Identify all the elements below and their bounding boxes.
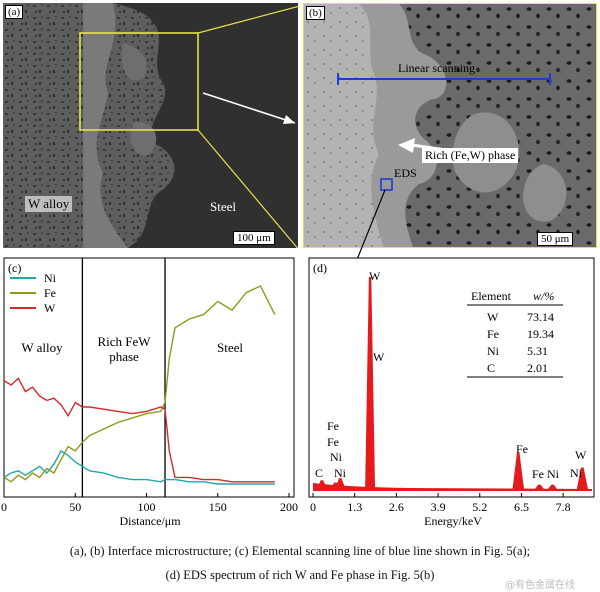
panel-b-micrograph: (b) Linear scanning Rich (Fe,W) phase ED… bbox=[303, 3, 597, 248]
series-line-fe bbox=[3, 285, 276, 483]
x-tick-label-c-0: 0 bbox=[1, 500, 7, 514]
peak-label-low_c: C bbox=[315, 466, 323, 480]
table-cell-element-2: Ni bbox=[487, 344, 500, 358]
peak-label-low_ni2: Ni bbox=[334, 466, 347, 480]
panel-d-tag: (d) bbox=[313, 261, 327, 275]
eds-label: EDS bbox=[394, 166, 417, 180]
spectrum-peak-3 bbox=[365, 277, 376, 491]
region-label-steel: Steel bbox=[217, 340, 243, 355]
scale-bar-a: 100 μm bbox=[233, 231, 275, 245]
panel-b-image bbox=[304, 4, 596, 247]
peak-label-w_84: W bbox=[575, 448, 587, 462]
table-header-element: Element bbox=[471, 289, 512, 303]
peak-label-mid_w: W bbox=[373, 350, 385, 364]
x-tick-label-d-3: 3.9 bbox=[431, 500, 446, 514]
panel-b-tag: (b) bbox=[306, 6, 325, 20]
peak-label-ni_75: Ni bbox=[547, 467, 560, 481]
x-tick-label-c-4: 200 bbox=[280, 500, 298, 514]
series-line-ni bbox=[3, 450, 275, 485]
region-label-rich-few: Rich FeW phase bbox=[97, 334, 151, 364]
x-tick-label-d-5: 6.5 bbox=[514, 500, 529, 514]
legend-label-w: W bbox=[44, 301, 56, 315]
x-tick-label-d-2: 2.6 bbox=[389, 500, 404, 514]
legend-label-ni: Ni bbox=[44, 271, 57, 285]
x-tick-label-c-2: 100 bbox=[138, 500, 156, 514]
spectrum-peak-7 bbox=[576, 467, 589, 491]
watermark: @有色金属在线 bbox=[505, 580, 575, 591]
panel-a-tag: (a) bbox=[5, 5, 24, 19]
x-tick-label-d-4: 5.2 bbox=[472, 500, 487, 514]
x-tick-label-c-3: 150 bbox=[209, 500, 227, 514]
x-tick-label-d-6: 7.8 bbox=[556, 500, 571, 514]
figure-caption-line2: (d) EDS spectrum of rich W and Fe phase … bbox=[165, 568, 435, 582]
steel-label: Steel bbox=[210, 199, 236, 214]
w-alloy-label: W alloy bbox=[25, 196, 73, 212]
spectrum-background bbox=[313, 483, 592, 491]
x-axis-label-distance: Distance/μm bbox=[119, 514, 181, 528]
table-cell-value-2: 5.31 bbox=[527, 344, 548, 358]
peak-label-low_fe2: Fe bbox=[327, 435, 339, 449]
spectrum-peak-4 bbox=[512, 452, 525, 491]
table-cell-value-3: 2.01 bbox=[527, 361, 548, 375]
figure-caption-line1: (a), (b) Interface microstructure; (c) E… bbox=[69, 544, 531, 558]
peak-label-top_w: W bbox=[369, 269, 381, 283]
table-cell-element-0: W bbox=[487, 310, 499, 324]
peak-label-low_fe1: Fe bbox=[327, 419, 339, 433]
x-tick-label-d-0: 0 bbox=[310, 500, 316, 514]
x-tick-label-c-1: 50 bbox=[69, 500, 81, 514]
rich-phase-label: Rich (Fe,W) phase bbox=[422, 148, 519, 163]
table-cell-value-1: 19.34 bbox=[527, 327, 554, 341]
panel-a-micrograph: (a) W alloy Steel 100 μm bbox=[3, 3, 298, 248]
scale-bar-b: 50 μm bbox=[537, 232, 574, 246]
table-cell-value-0: 73.14 bbox=[527, 310, 554, 324]
peak-label-low_ni: Ni bbox=[330, 450, 343, 464]
table-header-wt: w/% bbox=[533, 289, 554, 303]
region-label-w-alloy: W alloy bbox=[21, 340, 63, 355]
peak-label-ni_84: Ni bbox=[570, 466, 583, 480]
x-tick-label-d-1: 1.3 bbox=[347, 500, 362, 514]
x-axis-label-energy: Energy/keV bbox=[424, 514, 482, 528]
table-cell-element-3: C bbox=[487, 361, 495, 375]
peak-label-fe_7: Fe bbox=[532, 467, 544, 481]
legend-label-fe: Fe bbox=[44, 286, 56, 300]
series-line-w bbox=[3, 377, 275, 483]
linear-scanning-label: Linear scanning bbox=[398, 61, 475, 75]
table-cell-element-1: Fe bbox=[487, 327, 499, 341]
panel-c-tag: (c) bbox=[8, 261, 21, 275]
peak-label-fe_65: Fe bbox=[516, 442, 528, 456]
